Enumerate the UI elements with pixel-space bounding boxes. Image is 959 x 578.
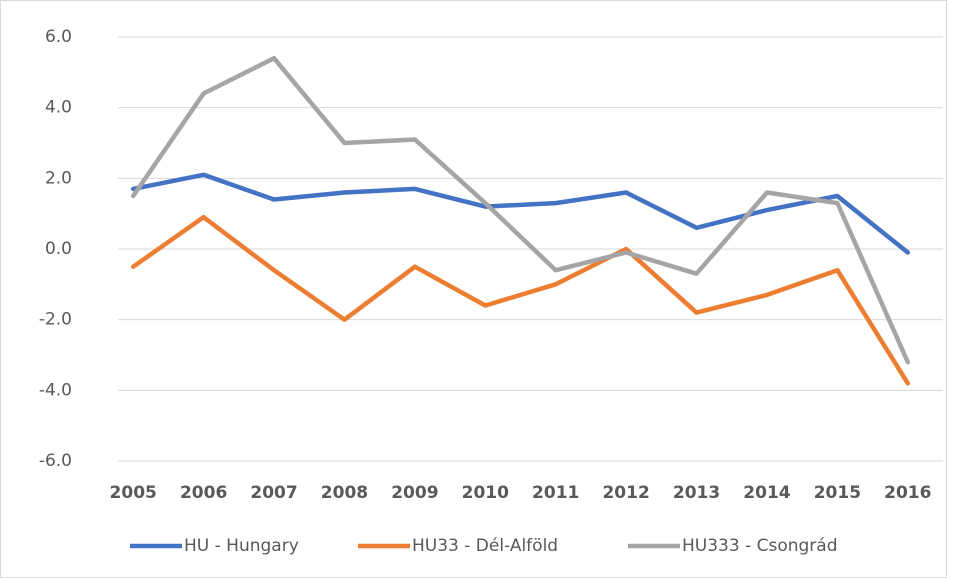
x-tick-label: 2006	[180, 483, 227, 503]
y-tick-label: 2.0	[45, 168, 72, 188]
x-tick-label: 2009	[391, 483, 438, 503]
x-tick-label: 2011	[532, 483, 579, 503]
series-line	[130, 172, 911, 255]
y-tick-label: 4.0	[45, 98, 72, 118]
x-tick-label: 2008	[321, 483, 368, 503]
legend-label: HU - Hungary	[184, 536, 299, 556]
x-tick-label: 2012	[602, 483, 649, 503]
series-line	[130, 214, 911, 386]
x-tick-label: 2016	[884, 483, 931, 503]
x-tick-label: 2013	[673, 483, 720, 503]
y-tick-label: -2.0	[39, 310, 72, 330]
y-tick-label: -6.0	[39, 451, 72, 471]
x-tick-label: 2014	[743, 483, 790, 503]
x-tick-label: 2005	[110, 483, 157, 503]
y-tick-label: -4.0	[39, 380, 72, 400]
x-tick-label: 2010	[462, 483, 509, 503]
y-tick-label: 0.0	[45, 239, 72, 259]
y-tick-label: 6.0	[45, 27, 72, 47]
legend-label: HU333 - Csongrád	[682, 536, 838, 556]
legend-label: HU33 - Dél-Alföld	[412, 536, 558, 556]
x-tick-label: 2007	[250, 483, 297, 503]
series-line	[130, 55, 911, 365]
x-tick-label: 2015	[814, 483, 861, 503]
